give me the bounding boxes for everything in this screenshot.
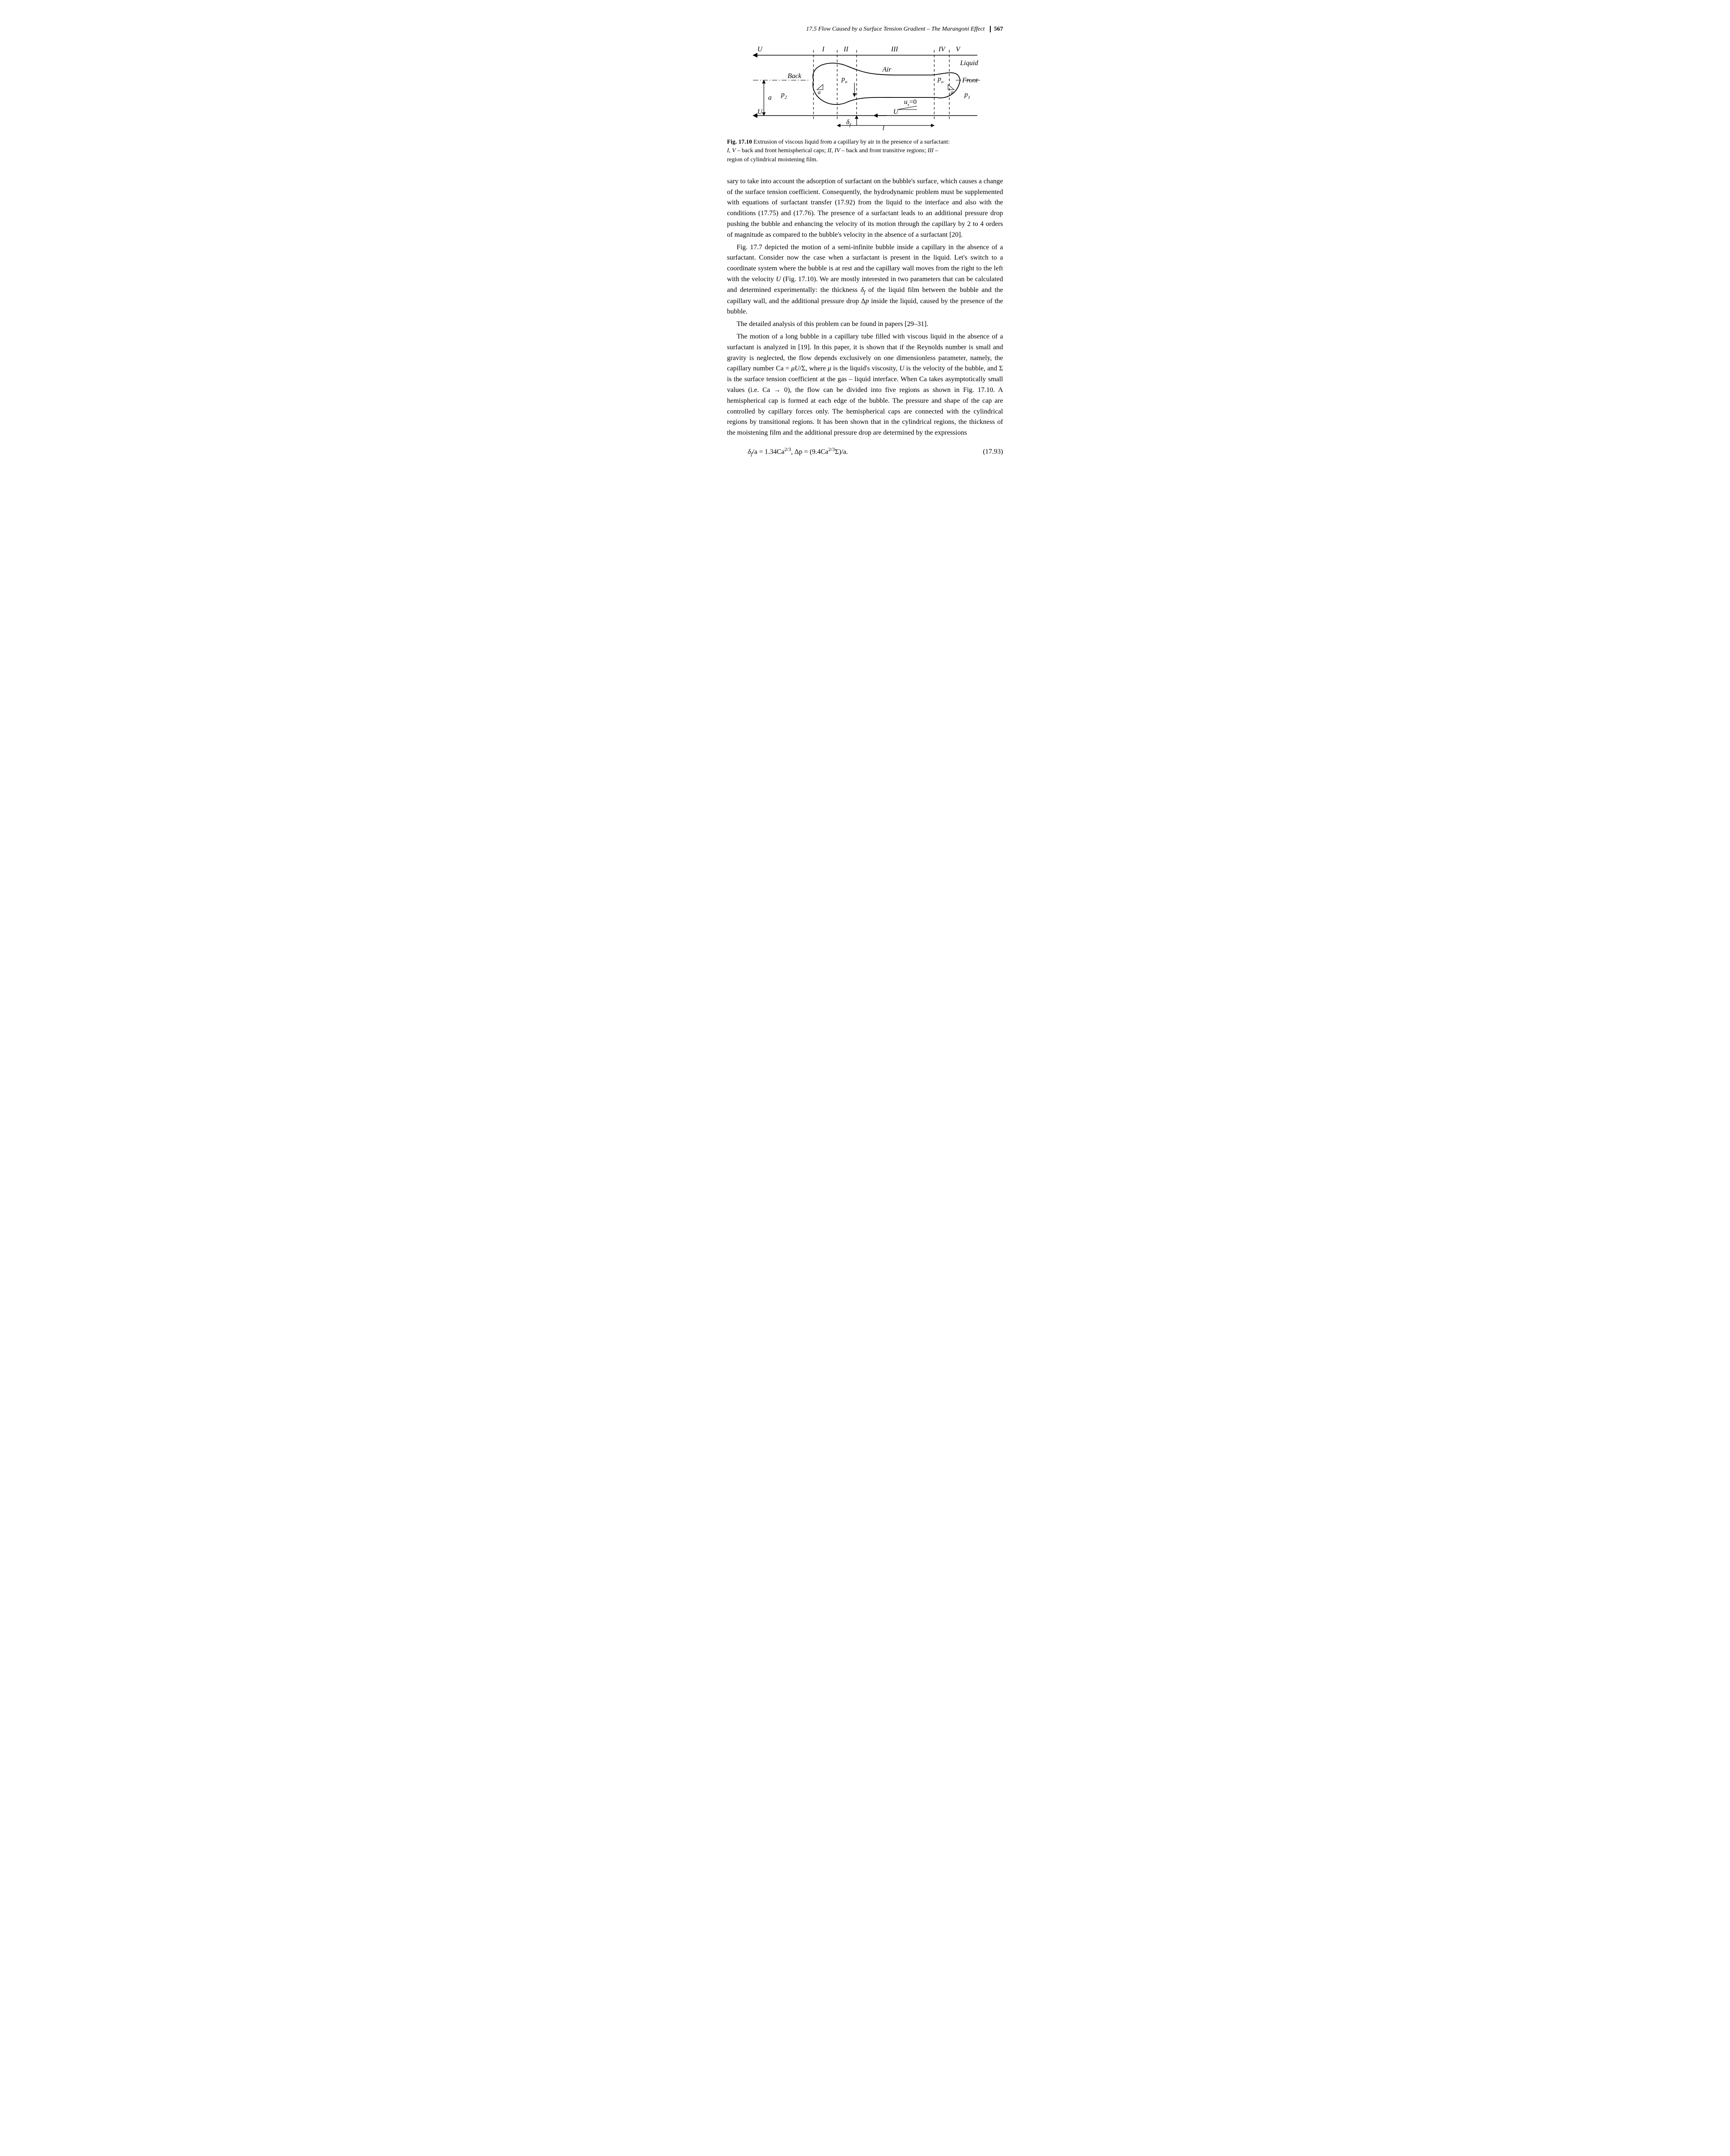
paragraph-1: sary to take into account the adsorption…	[727, 176, 1003, 241]
paragraph-4: The motion of a long bubble in a capilla…	[727, 332, 1003, 439]
equation-number: (17.93)	[973, 448, 1003, 456]
label-U-bottom: U	[757, 108, 763, 116]
label-p1: p1	[964, 91, 970, 100]
label-a-dim: a	[768, 94, 772, 101]
p2-delta-sym: δ	[860, 286, 863, 294]
p4b: /Σ, where	[800, 365, 828, 372]
label-region-II: II	[843, 46, 848, 53]
eq-body: δf/a = 1.34Ca2/3, Δp = (9.4Ca2/3Σ)/a.	[748, 446, 973, 458]
label-region-III: III	[891, 46, 898, 53]
label-region-I: I	[822, 46, 825, 53]
label-p0-left: po	[841, 75, 848, 85]
label-region-IV: IV	[938, 46, 946, 53]
label-us0: us=0	[904, 98, 917, 107]
running-head: 17.5 Flow Caused by a Surface Tension Gr…	[727, 26, 1003, 33]
caption-III: III	[927, 147, 933, 154]
eq-exp1: 2/3	[785, 446, 791, 452]
eq-delta: δ	[748, 448, 751, 455]
p2-p: p	[866, 298, 869, 305]
label-back: Back	[788, 72, 802, 80]
caption-part-1: Extrusion of viscous liquid from a capil…	[752, 139, 949, 145]
p3-text: The detailed analysis of this problem ca…	[737, 320, 928, 328]
paragraph-2: Fig. 17.7 depicted the motion of a semi-…	[727, 242, 1003, 318]
p4d: is the velocity of the bubble, and Σ is …	[727, 365, 1003, 436]
paragraph-3: The detailed analysis of this problem ca…	[727, 319, 1003, 330]
body-text: sary to take into account the adsorption…	[727, 176, 1003, 458]
eq-exp2: 2/3	[828, 446, 835, 452]
page: 17.5 Flow Caused by a Surface Tension Gr…	[697, 0, 1033, 495]
label-front: Front	[962, 77, 978, 84]
caption-IV: I, V	[727, 147, 736, 154]
p2-U: U	[776, 276, 781, 283]
label-delta-f: δf	[846, 119, 851, 128]
label-U-mid: U	[893, 108, 899, 116]
eq-mid1: /a = 1.34Ca	[752, 448, 784, 455]
caption-II-IV: II, IV	[827, 147, 840, 154]
label-a-right: a	[951, 89, 954, 95]
label-U-top: U	[757, 46, 763, 53]
eq-tail: Σ)/a.	[835, 448, 848, 455]
label-region-V: V	[956, 46, 961, 53]
figure-caption: Fig. 17.10 Extrusion of viscous liquid f…	[727, 138, 951, 164]
p1-text: sary to take into account the adsorption…	[727, 178, 1003, 238]
p2-delta: δf	[860, 286, 865, 294]
eq-sep: , Δp = (9.4Ca	[791, 448, 828, 455]
p4c: is the liquid's viscosity,	[831, 365, 899, 372]
label-air: Air	[882, 66, 892, 73]
caption-part-2: – back and front hemispherical caps;	[736, 147, 828, 154]
label-p0-right: po	[937, 75, 944, 85]
p4-muU: μU	[791, 365, 800, 372]
figure-label: Fig. 17.10	[727, 139, 752, 145]
caption-part-3: – back and front transitive regions;	[840, 147, 928, 154]
label-p2: p2	[781, 91, 787, 100]
figure-svg: U U I II III IV V Liquid Air Back Front …	[744, 41, 986, 132]
running-head-text: 17.5 Flow Caused by a Surface Tension Gr…	[806, 26, 985, 32]
equation-17-93: δf/a = 1.34Ca2/3, Δp = (9.4Ca2/3Σ)/a. (1…	[727, 446, 1003, 458]
label-l: l	[882, 125, 885, 132]
p4-U: U	[899, 365, 904, 372]
label-a-left: a	[818, 89, 821, 95]
label-liquid: Liquid	[960, 60, 979, 67]
page-number: 567	[990, 26, 1003, 32]
figure-17-10: U U I II III IV V Liquid Air Back Front …	[727, 41, 1003, 164]
